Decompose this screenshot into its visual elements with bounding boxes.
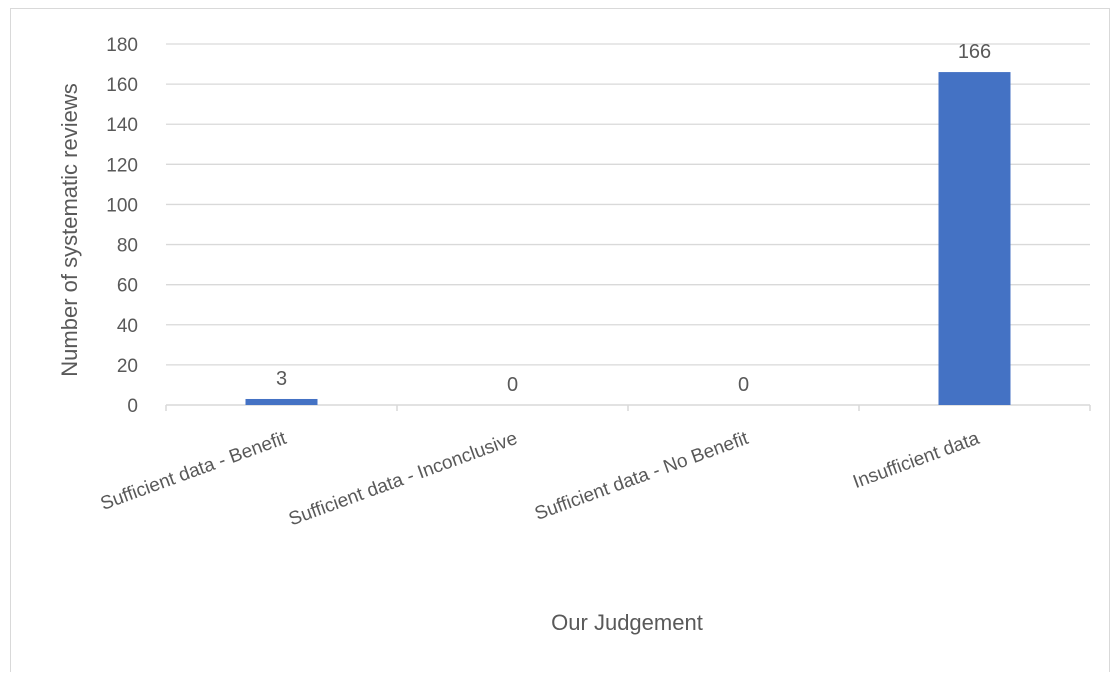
y-tick-label: 40: [117, 316, 138, 337]
y-tick-label: 160: [106, 75, 138, 96]
y-tick-label: 100: [106, 195, 138, 216]
y-tick-label: 140: [106, 115, 138, 136]
category-label: Insufficient data: [850, 428, 982, 493]
data-label: 3: [276, 368, 287, 390]
data-label: 0: [507, 374, 518, 396]
gridlines: [166, 43, 1090, 366]
category-label: Sufficient data - Inconclusive: [286, 428, 520, 530]
y-tick-label: 60: [117, 276, 138, 297]
y-tick-label: 0: [127, 396, 138, 417]
y-tick-label: 120: [106, 155, 138, 176]
data-label: 166: [958, 41, 991, 63]
y-axis-ticks: 0 20 40 60 80 100 120 140 160 180: [106, 35, 138, 417]
y-tick-label: 180: [106, 35, 138, 56]
data-label: 0: [738, 374, 749, 396]
chart-frame: [10, 8, 1110, 672]
category-label: Sufficient data - No Benefit: [532, 428, 752, 525]
y-tick-label: 20: [117, 356, 138, 377]
y-tick-label: 80: [117, 236, 138, 257]
bars: [245, 72, 1011, 406]
data-labels: 3 0 0 166: [276, 41, 991, 396]
x-axis: [165, 404, 1091, 411]
x-axis-title: Our Judgement: [551, 610, 703, 635]
bar: [938, 72, 1011, 406]
bar: [245, 398, 318, 405]
y-axis-title: Number of systematic reviews: [57, 83, 82, 376]
category-label: Sufficient data - Benefit: [98, 428, 290, 515]
